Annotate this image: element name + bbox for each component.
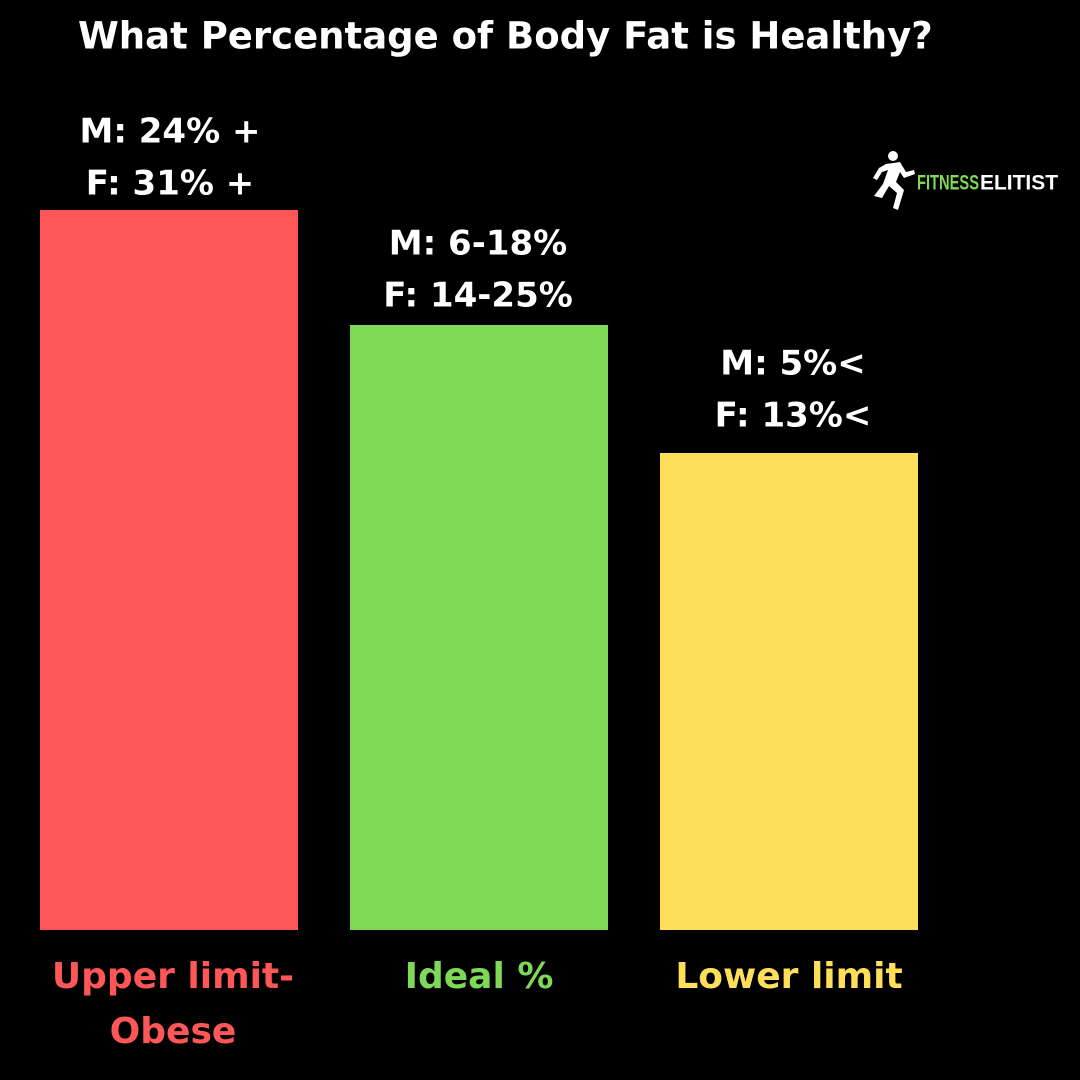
- bar-label: M: 5%<: [720, 344, 865, 384]
- bar-label: M: 24% +: [80, 112, 261, 152]
- bar-label: F: 14-25%: [383, 276, 573, 316]
- bar: [40, 210, 298, 930]
- bar-label: F: 13%<: [715, 396, 872, 436]
- bar-label: M: 6-18%: [389, 224, 567, 264]
- logo-icon: [873, 151, 915, 210]
- bar: [660, 453, 918, 930]
- category-label: Upper limit-: [52, 956, 294, 997]
- bar: [350, 325, 608, 930]
- logo-text: FITNESS: [917, 172, 979, 195]
- logo: FITNESS ELITIST: [873, 151, 1058, 210]
- category-label: Lower limit: [675, 956, 902, 997]
- category-label: Ideal %: [405, 956, 554, 997]
- category-label: Obese: [110, 1011, 237, 1052]
- logo-text: ELITIST: [980, 172, 1058, 195]
- title: What Percentage of Body Fat is Healthy?: [78, 15, 933, 58]
- bar-label: F: 31% +: [86, 164, 255, 204]
